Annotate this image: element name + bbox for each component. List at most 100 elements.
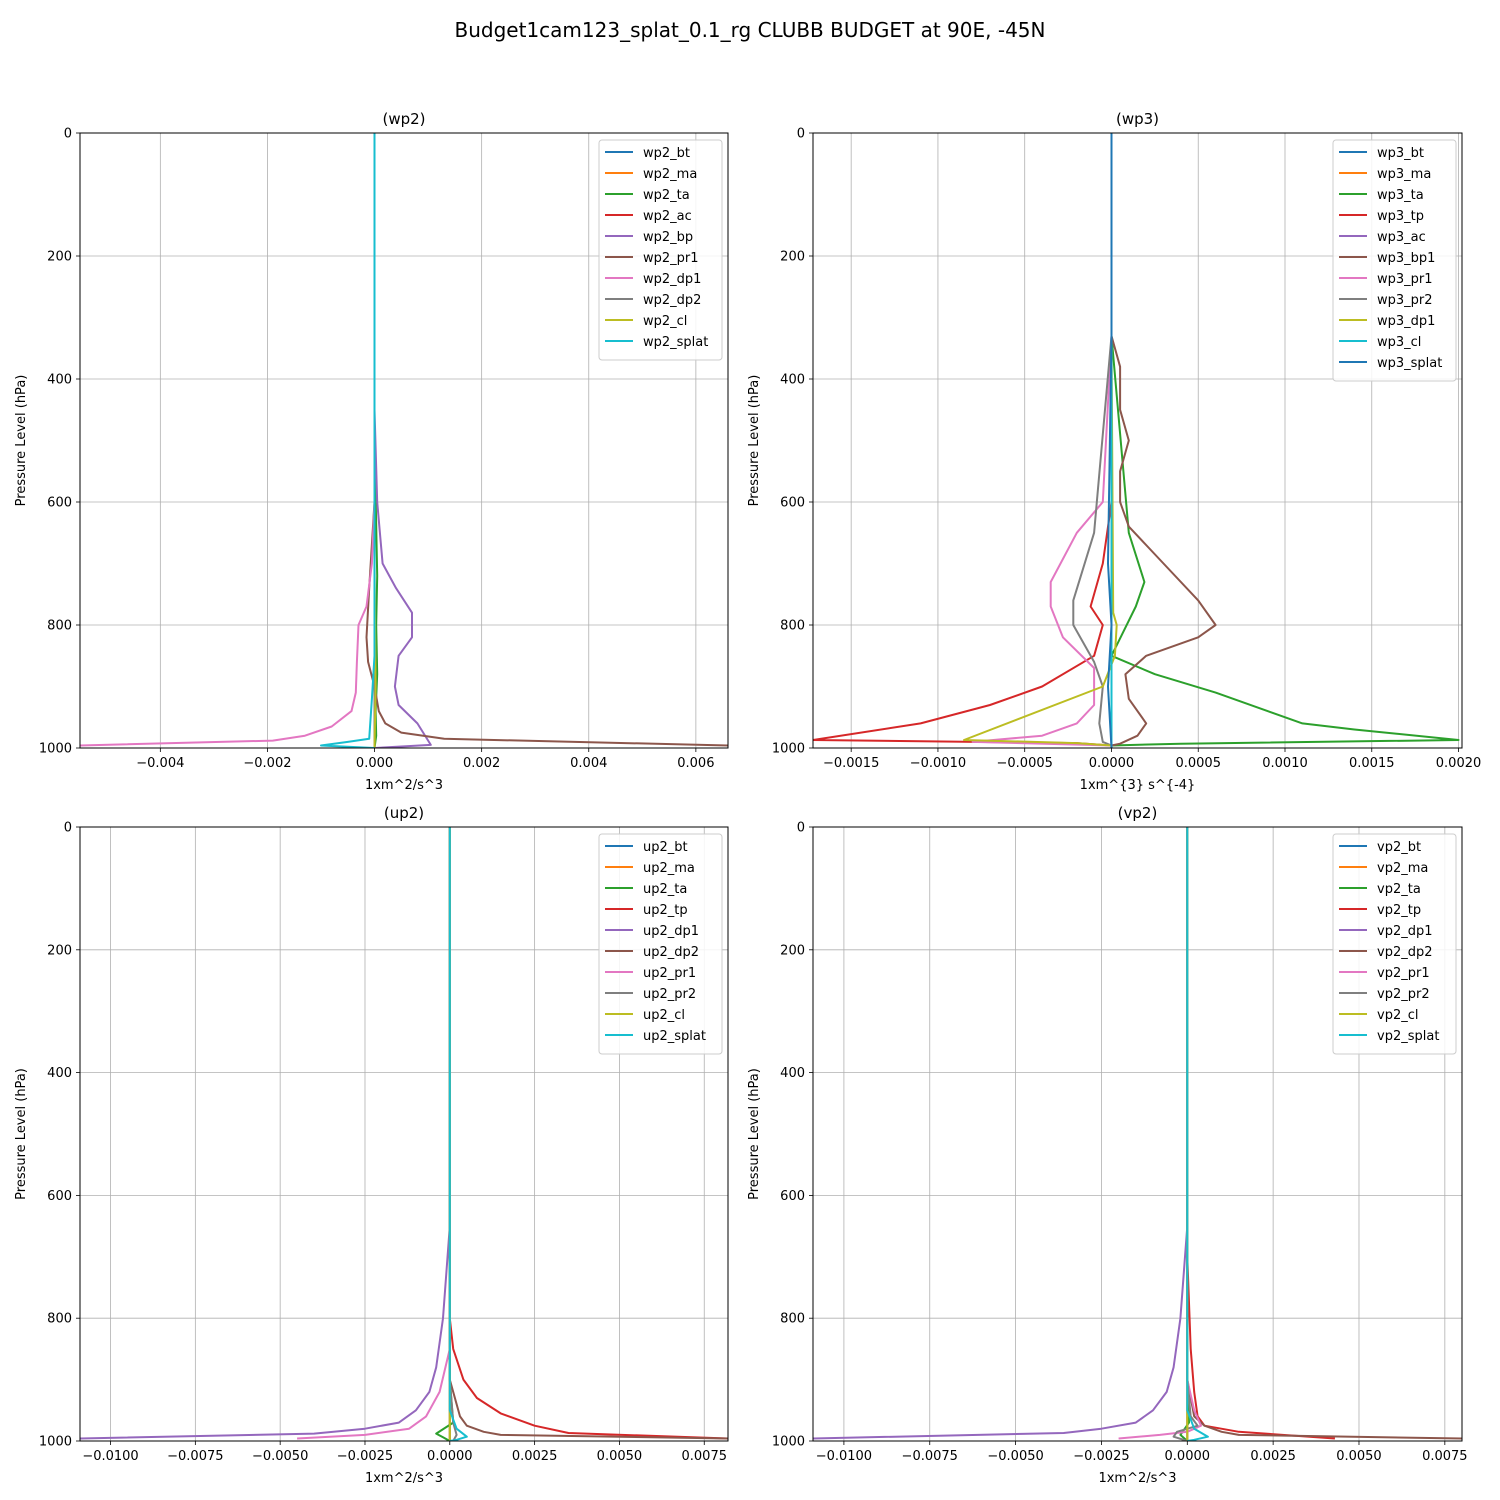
legend-entry: wp3_tp (1377, 209, 1424, 224)
x-axis-label: 1xm^2/s^3 (365, 1471, 443, 1486)
y-axis-label: Pressure Level (hPa) (14, 375, 29, 507)
y-tick-label: 200 (47, 250, 72, 265)
legend-entry: wp3_pr2 (1377, 293, 1433, 308)
y-tick-label: 1000 (39, 742, 72, 757)
series-line-wp2_bp (373, 133, 432, 748)
legend-entry: wp2_dp2 (643, 293, 701, 308)
x-tick-label: −0.0010 (910, 756, 966, 771)
series-line-up2_tp (448, 827, 728, 1440)
x-tick-label: −0.0075 (167, 1449, 223, 1464)
legend-entry: up2_ma (643, 861, 695, 876)
x-tick-label: 0.0050 (1336, 1449, 1382, 1464)
x-tick-label: −0.0050 (987, 1449, 1043, 1464)
legend-entry: wp2_bp (643, 230, 693, 245)
x-tick-label: 0.0025 (512, 1449, 558, 1464)
legend-entry: wp3_splat (1377, 356, 1442, 371)
legend-entry: wp3_cl (1377, 335, 1421, 350)
series-line-wp2_dp1 (80, 133, 376, 747)
legend-entry: up2_splat (643, 1029, 706, 1044)
legend-entry: wp3_bp1 (1377, 251, 1435, 266)
x-tick-label: −0.002 (243, 756, 291, 771)
axes-frame (812, 132, 1463, 749)
legend-entry: wp3_ma (1377, 167, 1431, 182)
y-tick-label: 600 (780, 1189, 805, 1204)
legend-entry: vp2_splat (1377, 1029, 1439, 1044)
y-tick-label: 0 (797, 821, 805, 836)
y-axis-label: Pressure Level (hPa) (14, 1068, 29, 1200)
y-tick-label: 200 (47, 943, 72, 958)
axes-frame (812, 826, 1463, 1442)
legend-entry: wp2_pr1 (643, 251, 699, 266)
x-tick-label: −0.004 (136, 756, 184, 771)
y-tick-label: 600 (47, 496, 72, 511)
series-line-wp3_pr1 (971, 133, 1113, 747)
legend-entry: up2_pr1 (643, 966, 696, 981)
legend-entry: wp2_bt (643, 146, 690, 161)
y-tick-label: 800 (47, 619, 72, 634)
x-tick-label: 0.0000 (427, 1449, 473, 1464)
series-line-wp3_pr2 (1072, 133, 1113, 747)
legend-entry: vp2_dp1 (1377, 924, 1433, 939)
y-tick-label: 600 (47, 1189, 72, 1204)
x-tick-label: −0.0100 (816, 1449, 872, 1464)
y-tick-label: 600 (780, 496, 805, 511)
legend: wp3_bt wp3_ma wp3_ta wp3_tp wp3_ac wp3_bp1 wp3… (1332, 139, 1457, 382)
legend-entry: wp3_bt (1377, 146, 1424, 161)
series-lines (813, 133, 1460, 748)
panel-4: −0.0100 −0.0075 −0.0050 −0.0025 0.0000 0.0025… (747, 804, 1468, 1486)
legend-entry: up2_dp1 (643, 924, 699, 939)
panel-3: −0.0100 −0.0075 −0.0050 −0.0025 0.0000 0.0025… (14, 804, 729, 1486)
legend-entry: wp3_pr1 (1377, 272, 1433, 287)
legend-entry: wp2_ta (643, 188, 690, 203)
legend-entry: wp3_ac (1377, 230, 1426, 245)
panel-2: −0.0015 −0.0010 −0.0005 0.0000 0.0005 0.0010 0… (747, 110, 1481, 793)
series-lines (80, 827, 728, 1441)
x-tick-label: −0.0025 (1073, 1449, 1129, 1464)
x-axis-label: 1xm^{3} s^{-4} (1080, 778, 1196, 793)
legend-entry: vp2_ma (1377, 861, 1428, 876)
legend-entry: up2_cl (643, 1008, 685, 1023)
x-tick-label: 0.0075 (682, 1449, 728, 1464)
series-line-vp2_splat (1186, 827, 1209, 1441)
x-tick-label: 0.000 (356, 756, 393, 771)
x-tick-label: −0.0075 (902, 1449, 958, 1464)
x-axis-label: 1xm^2/s^3 (365, 778, 443, 793)
y-tick-label: 400 (47, 373, 72, 388)
series-line-wp3_tp (813, 133, 1113, 747)
y-tick-label: 0 (64, 127, 72, 142)
x-tick-label: −0.0100 (82, 1449, 138, 1464)
series-line-wp2_splat (320, 133, 376, 748)
legend: vp2_bt vp2_ma vp2_ta vp2_tp vp2_dp1 vp2_dp2vp… (1332, 833, 1457, 1055)
x-tick-label: 0.0000 (1089, 756, 1135, 771)
legend: wp2_bt wp2_ma wp2_ta wp2_ac wp2_bp wp2_pr1 wp2… (598, 139, 723, 361)
legend-entry: vp2_pr2 (1377, 987, 1430, 1002)
panels: −0.004 −0.002 0.000 0.002 0.004 0.006 0 200 400 6… (14, 110, 1481, 1486)
legend-entry: wp3_ta (1377, 188, 1424, 203)
x-tick-label: 0.0015 (1349, 756, 1395, 771)
x-tick-label: 0.0010 (1262, 756, 1308, 771)
panel-title: (wp2) (382, 110, 425, 128)
y-tick-label: 400 (780, 373, 805, 388)
series-line-wp3_ta (1110, 133, 1460, 747)
x-tick-label: 0.004 (570, 756, 607, 771)
legend-entry: vp2_cl (1377, 1008, 1418, 1023)
x-tick-label: −0.0050 (252, 1449, 308, 1464)
legend-entry: vp2_bt (1377, 840, 1421, 855)
figure-title: Budget1cam123_splat_0.1_rg CLUBB BUDGET … (455, 18, 1046, 42)
panel-title: (wp3) (1116, 110, 1159, 128)
x-tick-label: −0.0015 (823, 756, 879, 771)
y-tick-label: 0 (64, 821, 72, 836)
y-tick-label: 200 (780, 250, 805, 265)
y-axis-label: Pressure Level (hPa) (747, 1068, 762, 1200)
legend-entry: up2_pr2 (643, 987, 696, 1002)
x-tick-label: 0.0005 (1175, 756, 1221, 771)
y-tick-label: 0 (797, 127, 805, 142)
y-tick-label: 200 (780, 943, 805, 958)
y-axis-label: Pressure Level (hPa) (747, 375, 762, 507)
x-tick-label: 0.0050 (597, 1449, 643, 1464)
series-line-vp2_dp1 (813, 827, 1189, 1440)
y-tick-label: 800 (47, 1312, 72, 1327)
legend-entry: wp3_dp1 (1377, 314, 1435, 329)
legend-entry: wp2_ma (643, 167, 697, 182)
x-tick-label: 0.0025 (1250, 1449, 1296, 1464)
